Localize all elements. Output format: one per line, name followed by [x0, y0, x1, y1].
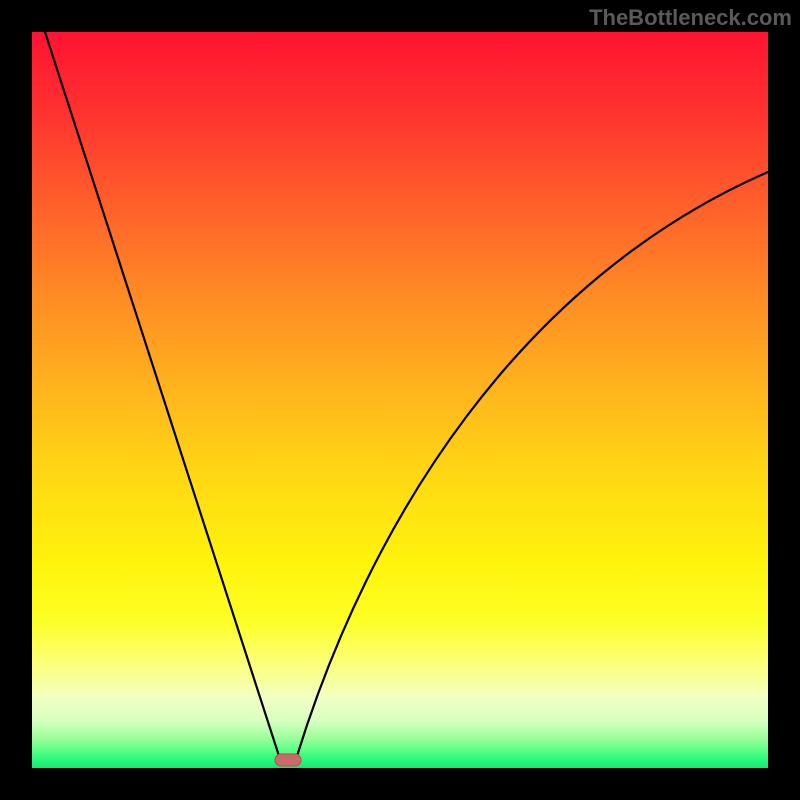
chart-frame: TheBottleneck.com: [0, 0, 800, 800]
watermark-text: TheBottleneck.com: [589, 5, 792, 31]
bottleneck-curve: [0, 0, 800, 800]
optimum-marker: [275, 754, 301, 766]
